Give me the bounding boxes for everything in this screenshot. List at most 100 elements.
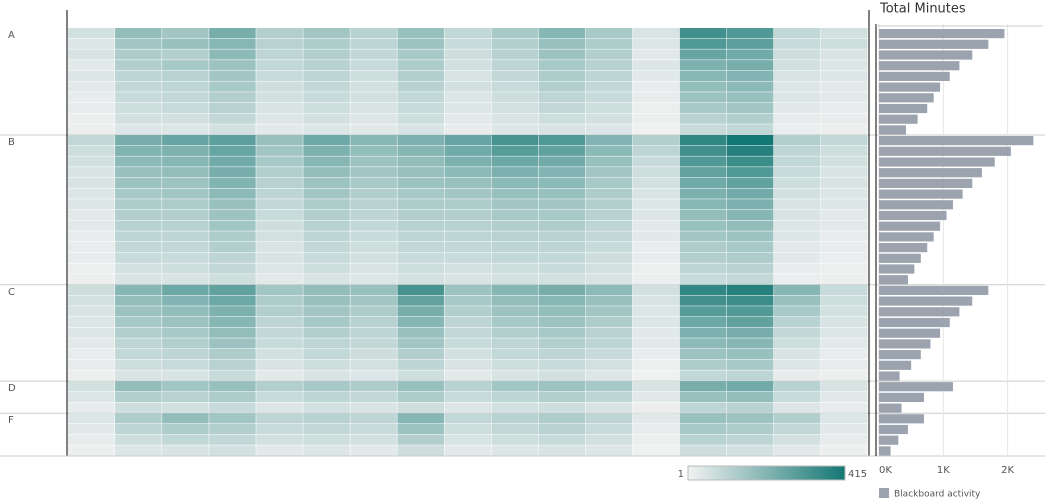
cell: [632, 92, 680, 103]
cell: [256, 60, 303, 71]
cell: [209, 177, 256, 188]
cell: [68, 199, 115, 210]
cell: [773, 70, 821, 81]
cell: [209, 295, 256, 306]
cell: [303, 145, 350, 156]
cell: [68, 188, 115, 199]
cell: [491, 92, 539, 103]
cell: [444, 274, 492, 285]
cell: [444, 391, 492, 402]
cell: [209, 70, 256, 81]
bar: [879, 317, 950, 328]
cell: [538, 28, 586, 39]
cell: [538, 402, 586, 413]
cell: [585, 60, 633, 71]
cell: [256, 92, 303, 103]
cell: [820, 284, 868, 295]
cell: [256, 445, 303, 456]
cell: [585, 295, 633, 306]
cell: [68, 381, 115, 392]
cell: [726, 70, 774, 81]
cell: [115, 263, 162, 274]
cell: [491, 81, 539, 92]
cell: [162, 391, 209, 402]
cell: [68, 274, 115, 285]
cell: [68, 423, 115, 435]
cell: [632, 231, 680, 242]
cell: [585, 413, 633, 424]
cell: [538, 92, 586, 103]
cell: [820, 295, 868, 306]
cell: [350, 231, 397, 242]
cell: [350, 284, 397, 295]
cell: [115, 252, 162, 263]
cell: [397, 370, 444, 381]
cell: [256, 135, 303, 146]
cell: [68, 327, 115, 338]
cell: [444, 60, 492, 71]
cell: [68, 349, 115, 360]
cell: [632, 391, 680, 402]
cell: [397, 38, 444, 49]
cell: [350, 199, 397, 210]
x-tick-label: 2K: [1001, 465, 1014, 476]
cell: [773, 338, 821, 349]
cell: [115, 274, 162, 285]
cell: [68, 413, 115, 424]
cell: [585, 327, 633, 338]
cell: [115, 402, 162, 413]
cell: [162, 274, 209, 285]
cell: [68, 220, 115, 231]
cell: [820, 338, 868, 349]
cell: [585, 391, 633, 402]
cell: [679, 402, 727, 413]
cell: [209, 391, 256, 402]
cell: [726, 338, 774, 349]
cell: [115, 316, 162, 328]
cell: [115, 349, 162, 360]
cell: [350, 92, 397, 103]
cell: [209, 252, 256, 263]
cell: [820, 124, 868, 135]
bar: [879, 350, 921, 360]
cell: [632, 445, 680, 456]
cell: [632, 316, 680, 328]
cell: [162, 199, 209, 210]
cell: [397, 349, 444, 360]
cell: [68, 38, 115, 49]
cell: [209, 231, 256, 242]
cell: [585, 188, 633, 199]
cell: [538, 188, 586, 199]
cell: [256, 242, 303, 253]
cell: [115, 242, 162, 253]
bar: [879, 328, 941, 338]
cell: [209, 423, 256, 435]
cell: [397, 338, 444, 349]
cell: [585, 177, 633, 188]
cell: [162, 359, 209, 370]
cell: [585, 445, 633, 456]
cell: [162, 370, 209, 381]
cell: [679, 391, 727, 402]
cell: [397, 445, 444, 456]
cell: [679, 113, 727, 124]
cell: [68, 49, 115, 60]
cell: [162, 316, 209, 328]
cell: [444, 338, 492, 349]
cell: [397, 92, 444, 103]
bar: [879, 178, 973, 188]
cell: [162, 135, 209, 146]
cell: [162, 188, 209, 199]
cell: [209, 349, 256, 360]
cell: [538, 242, 586, 253]
cell: [444, 316, 492, 328]
bar: [879, 392, 925, 402]
cell: [585, 359, 633, 370]
bar: [879, 435, 899, 445]
cell: [585, 209, 633, 221]
cell: [538, 199, 586, 210]
cell: [726, 38, 774, 49]
cell: [115, 177, 162, 188]
cell: [632, 135, 680, 146]
